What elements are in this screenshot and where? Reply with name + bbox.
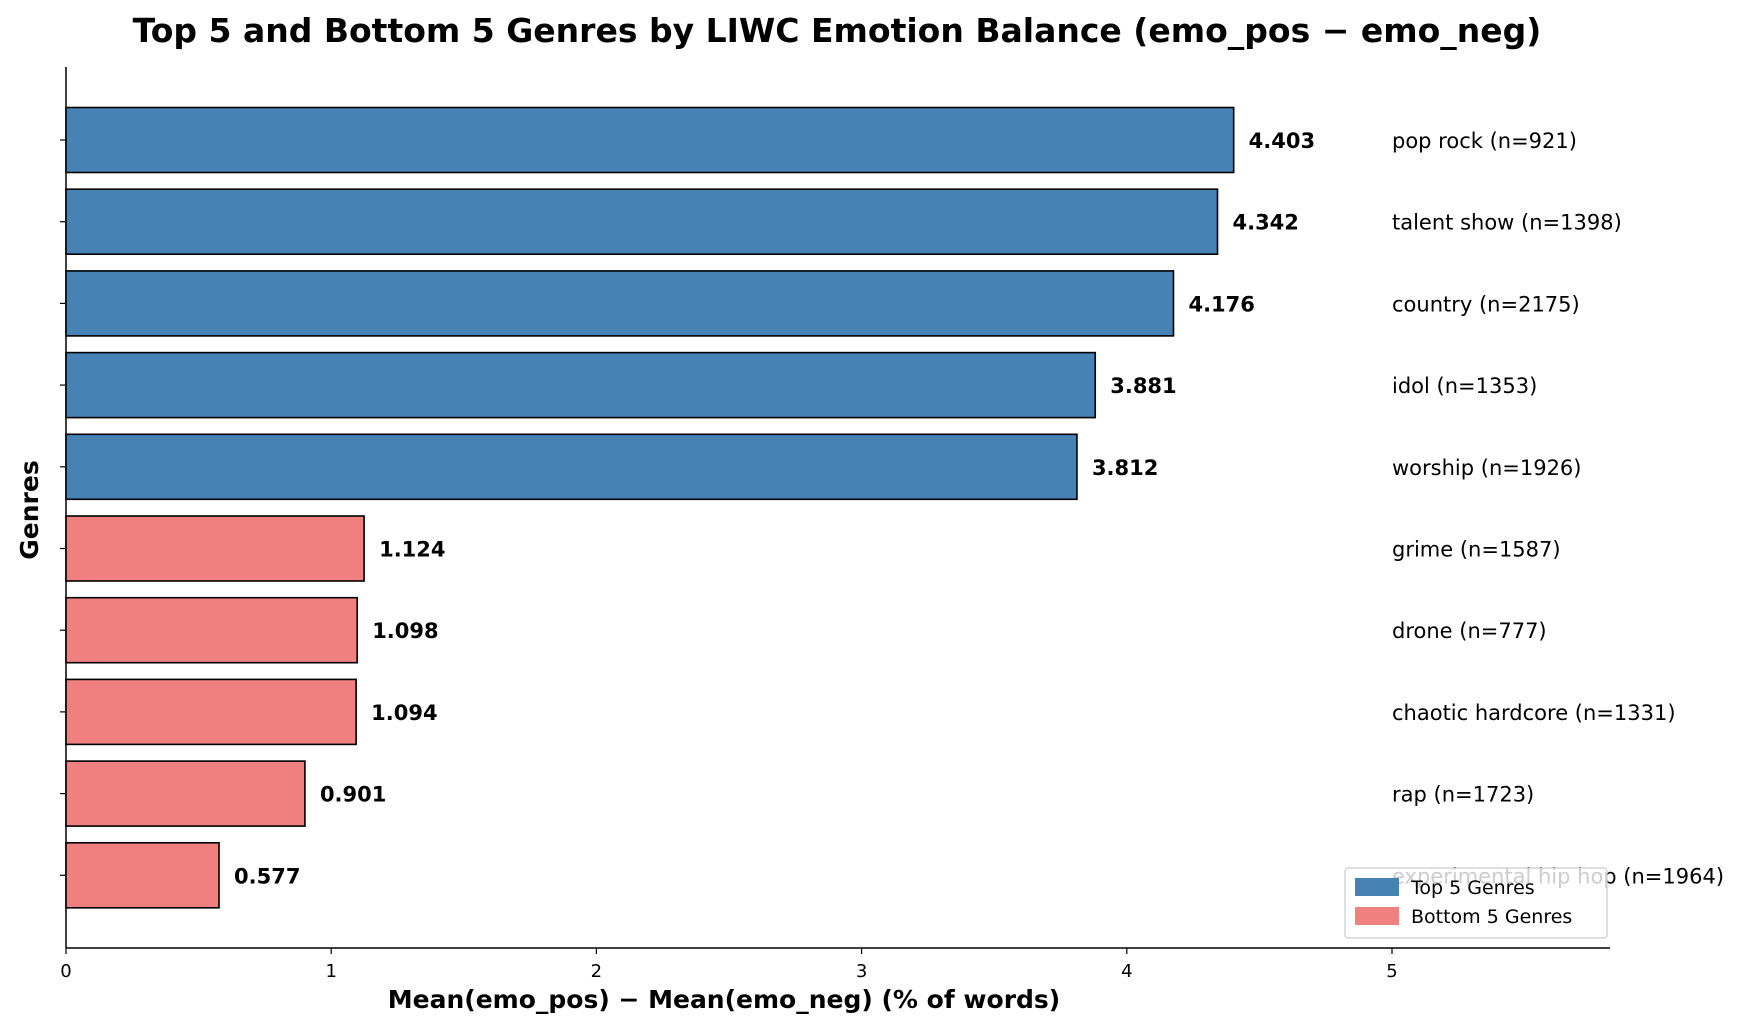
value-label: 4.403	[1249, 129, 1315, 153]
genre-label: drone (n=777)	[1392, 619, 1547, 643]
value-label: 3.881	[1110, 374, 1176, 398]
value-label: 1.094	[371, 701, 437, 725]
legend-label: Bottom 5 Genres	[1411, 906, 1572, 928]
x-tick-label: 3	[856, 961, 867, 982]
y-axis-label: Genres	[15, 460, 44, 559]
legend: Top 5 Genres Bottom 5 Genres	[1344, 867, 1608, 939]
value-label: 0.577	[234, 864, 300, 888]
legend-swatch	[1355, 907, 1399, 925]
chart-title: Top 5 and Bottom 5 Genres by LIWC Emotio…	[133, 11, 1542, 50]
x-axis-label: Mean(emo_pos) − Mean(emo_neg) (% of word…	[388, 985, 1060, 1014]
legend-box	[1344, 867, 1608, 939]
genre-label: chaotic hardcore (n=1331)	[1392, 701, 1676, 725]
legend-label: Top 5 Genres	[1410, 877, 1535, 899]
bar-bottom	[65, 760, 306, 827]
plot-area: 0 1 2 3 4 5 4.403 pop rock (n=921) 4.342 talent s…	[60, 67, 1724, 982]
bar-bottom	[65, 678, 357, 746]
bar-top	[65, 188, 1219, 255]
x-tick-label: 4	[1121, 961, 1132, 982]
value-label: 1.098	[372, 619, 438, 643]
genre-label: pop rock (n=921)	[1392, 129, 1577, 153]
bar-top	[65, 270, 1175, 337]
value-label: 1.124	[379, 538, 445, 562]
value-label: 4.176	[1188, 292, 1254, 316]
x-tick-label: 2	[591, 961, 602, 982]
genre-label: talent show (n=1398)	[1392, 211, 1622, 235]
x-tick-label: 5	[1386, 961, 1397, 982]
value-label: 4.342	[1232, 211, 1298, 235]
genre-label: grime (n=1587)	[1392, 538, 1561, 562]
legend-swatch	[1355, 878, 1399, 896]
value-label: 0.901	[320, 783, 386, 807]
bar-bottom	[65, 841, 220, 909]
bar-top	[65, 433, 1078, 501]
genre-label: rap (n=1723)	[1392, 783, 1534, 807]
bar-top	[65, 106, 1235, 174]
bar-top	[65, 351, 1097, 419]
genre-label: idol (n=1353)	[1392, 374, 1537, 398]
x-tick-label: 0	[60, 961, 71, 982]
genre-label: worship (n=1926)	[1392, 456, 1581, 480]
value-label: 3.812	[1092, 456, 1158, 480]
genre-label: country (n=2175)	[1392, 292, 1580, 316]
x-tick-label: 1	[325, 961, 336, 982]
bar-bottom	[65, 515, 365, 582]
bar-bottom	[65, 596, 358, 664]
